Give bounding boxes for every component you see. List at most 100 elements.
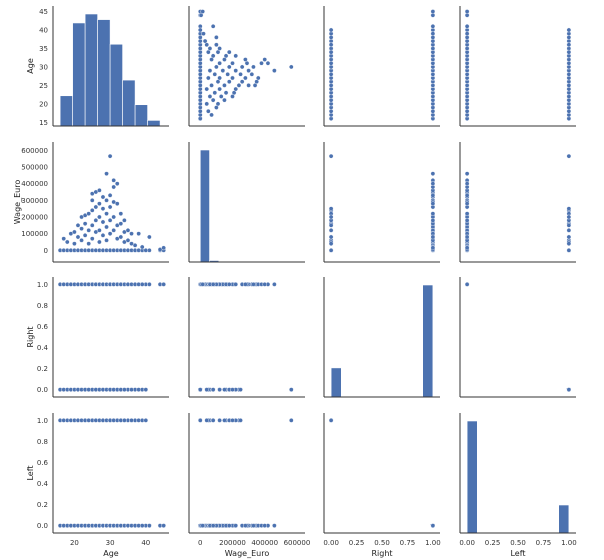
panel-age-vs-wage_euro [188,6,305,127]
scatter-point [259,60,264,66]
scatter-point [197,387,203,392]
scatter-point [89,208,95,213]
scatter-point [111,178,116,183]
scatter-point [251,523,256,528]
x-tick-label: 0.25 [349,539,365,547]
scatter-point [239,64,245,70]
panel-wage_euro-vs-age: 0 100000 200000 300000 400000 500000 600000 Wag… [13,142,169,263]
scatter-point [82,221,88,226]
scatter-point [143,248,149,253]
scatter-point [200,9,205,14]
panel-right-vs-wage_euro [188,277,305,398]
x-tick-label: 0.50 [510,539,526,547]
scatter-point [238,72,243,77]
scatter-point [222,97,227,103]
scatter-point [107,231,113,236]
histogram-bar [97,19,111,127]
y-tick-label: 0 [44,247,48,255]
scatter-point [217,60,222,66]
y-axis-label: Left [26,465,35,480]
scatter-point [464,218,470,223]
scatter-point [107,193,113,198]
scatter-point [72,229,77,235]
scatter-point [204,86,210,92]
scatter-point [75,234,81,240]
scatter-point [212,90,218,96]
scatter-point [251,282,256,287]
y-tick-label: 500000 [21,164,48,172]
scatter-point [147,234,152,240]
y-tick-label: 300000 [21,197,48,205]
y-tick-label: 0.0 [37,522,48,530]
scatter-point [104,171,109,176]
scatter-point [161,245,166,251]
panel-left-vs-right: 0.00 0.25 0.50 0.75 1.00 Right [323,413,441,558]
scatter-point [464,234,470,240]
scatter-point [210,387,216,392]
y-tick-label: 0.2 [37,501,48,509]
scatter-point [328,49,334,55]
scatter-point [107,153,113,159]
scatter-point [125,238,131,243]
scatter-point [464,245,470,251]
panel-wage_euro-vs-wage_euro [188,142,305,263]
scatter-point [222,418,227,423]
x-tick-label: 0.75 [536,539,552,547]
scatter-point [207,68,213,73]
scatter-point [214,35,219,40]
y-tick-label: 40 [39,27,48,35]
scatter-point [100,233,106,238]
x-tick-label: 600000 [284,539,311,547]
scatter-point [243,57,248,62]
scatter-point [114,181,120,186]
scatter-point [328,234,334,240]
scatter-point [328,206,334,211]
scatter-point [566,223,572,228]
scatter-point [272,523,277,528]
scatter-point [218,94,224,99]
scatter-point [93,204,99,210]
scatter-point [217,387,222,392]
histogram-bar [84,13,98,127]
x-tick-label: 0 [198,539,202,547]
y-tick-label: 0.0 [37,386,48,394]
scatter-point [202,38,208,44]
scatter-point [566,206,572,211]
scatter-point [230,387,235,392]
panel-right-vs-age: 0.0 0.2 0.4 0.6 0.8 1.0 Right [26,277,169,398]
scatter-point [233,68,239,73]
x-tick-label: 0.00 [459,539,475,547]
scatter-point [89,236,95,241]
scatter-point [136,231,141,236]
scatter-point [464,9,470,14]
scatter-point [566,42,572,48]
scatter-point [215,101,221,107]
scatter-point [200,523,205,528]
scatter-point [566,49,572,55]
scatter-point [430,245,436,251]
scatter-point [464,193,470,198]
x-axis-label: Left [510,549,525,558]
panel-left-vs-age: 0.0 0.2 0.4 0.6 0.8 1.0 Left 20 30 40 Age [26,413,169,558]
histogram-bar [134,104,148,127]
scatter-point [328,223,334,228]
scatter-point [147,282,152,287]
scatter-point [161,282,166,287]
y-tick-label: 0.2 [37,365,48,373]
scatter-point [75,223,81,228]
scatter-point [464,282,470,287]
scatter-point [238,418,243,423]
scatter-point [204,101,210,107]
panel-right-vs-left [459,277,576,398]
scatter-point [230,418,235,423]
panel-wage_euro-vs-right [323,142,440,263]
scatter-point [64,239,70,245]
x-tick-label: 20 [70,539,79,547]
scatter-point [226,79,232,84]
scatter-point [104,198,109,203]
scatter-point [206,75,211,81]
scatter-point [104,238,109,243]
scatter-point [100,194,106,200]
y-tick-label: 100000 [21,230,48,238]
